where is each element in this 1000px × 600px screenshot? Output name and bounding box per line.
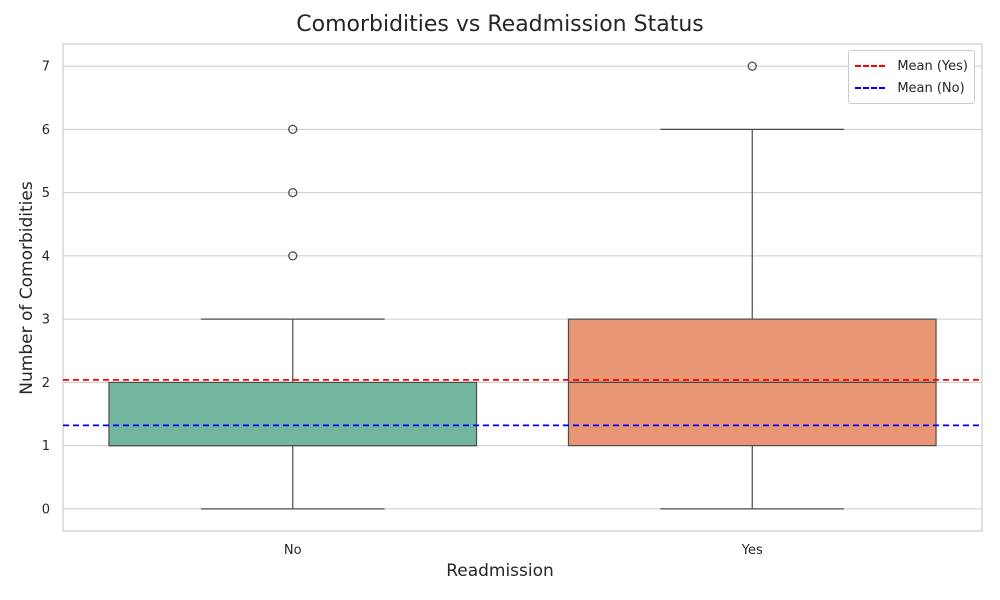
chart-title: Comorbidities vs Readmission Status [296,12,704,37]
legend-swatch-mean-yes [855,65,886,67]
y-tick-label: 2 [42,376,50,391]
y-tick-label: 4 [42,249,50,264]
y-tick-label: 7 [42,60,50,75]
legend-swatch-mean-no [855,87,886,89]
plot-frame [62,43,983,532]
legend-item-mean-yes: Mean (Yes) [855,55,968,77]
y-tick-label: 0 [42,502,50,517]
box-no [108,381,478,447]
outlier-point [288,124,298,135]
x-tick-label: No [284,543,302,558]
x-axis-label: Readmission [446,561,554,581]
y-tick-label: 3 [42,313,50,328]
y-axis-label: Number of Comorbidities [17,181,37,395]
legend-label-mean-no: Mean (No) [897,80,965,96]
legend: Mean (Yes) Mean (No) [848,50,975,104]
y-tick-label: 6 [42,123,50,138]
y-tick-label: 1 [42,439,50,454]
y-tick-label: 5 [42,186,50,201]
legend-label-mean-yes: Mean (Yes) [897,58,968,74]
outlier-point [747,61,757,71]
x-tick-label: Yes [741,543,763,558]
outlier-point [288,187,298,198]
outlier-point [288,251,298,261]
legend-item-mean-no: Mean (No) [855,77,968,99]
